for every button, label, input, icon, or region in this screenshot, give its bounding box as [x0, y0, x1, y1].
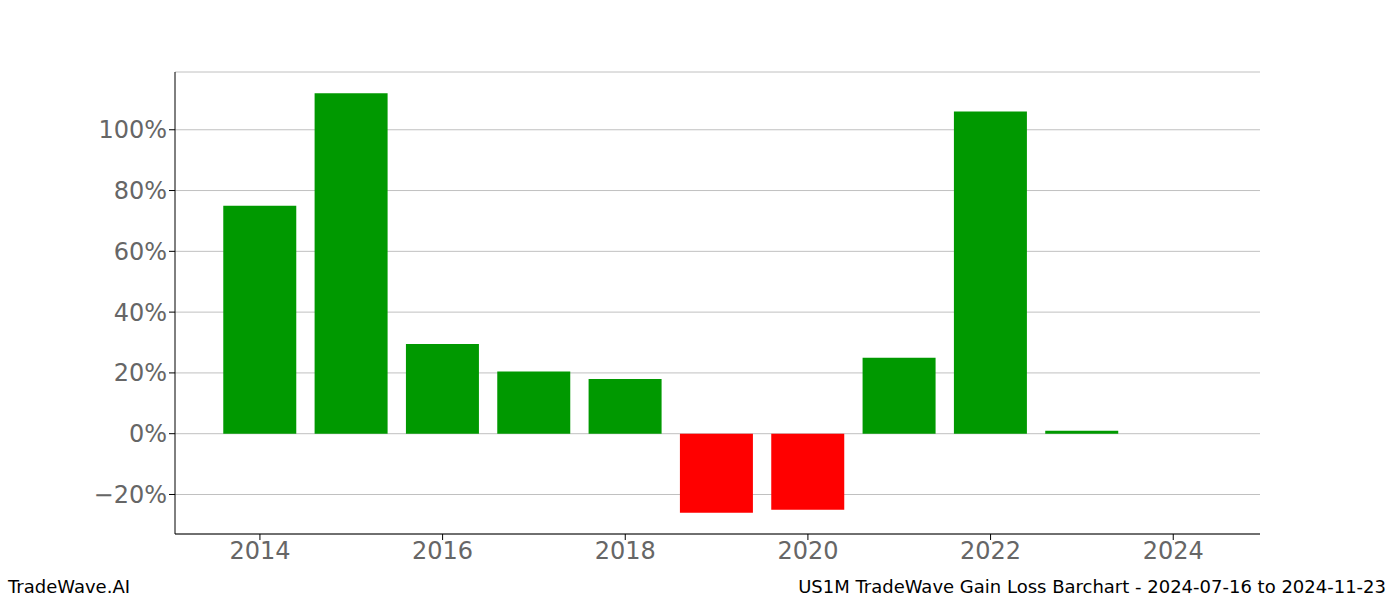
svg-text:80%: 80%	[114, 177, 167, 205]
svg-text:0%: 0%	[129, 420, 167, 448]
svg-text:60%: 60%	[114, 238, 167, 266]
svg-text:2018: 2018	[595, 537, 656, 565]
svg-text:2020: 2020	[777, 537, 838, 565]
svg-text:20%: 20%	[114, 359, 167, 387]
svg-text:40%: 40%	[114, 299, 167, 327]
svg-text:2016: 2016	[412, 537, 473, 565]
svg-text:2022: 2022	[960, 537, 1021, 565]
svg-text:2024: 2024	[1143, 537, 1204, 565]
svg-text:2014: 2014	[229, 537, 290, 565]
svg-text:−20%: −20%	[94, 481, 167, 509]
html-text:US1M TradeWave Gain Loss Barch: US1M TradeWave Gain Loss Barchart - 2024…	[798, 576, 1386, 597]
html-text:TradeWave.AI: TradeWave.AI	[8, 576, 130, 597]
svg-text:100%: 100%	[98, 116, 167, 144]
